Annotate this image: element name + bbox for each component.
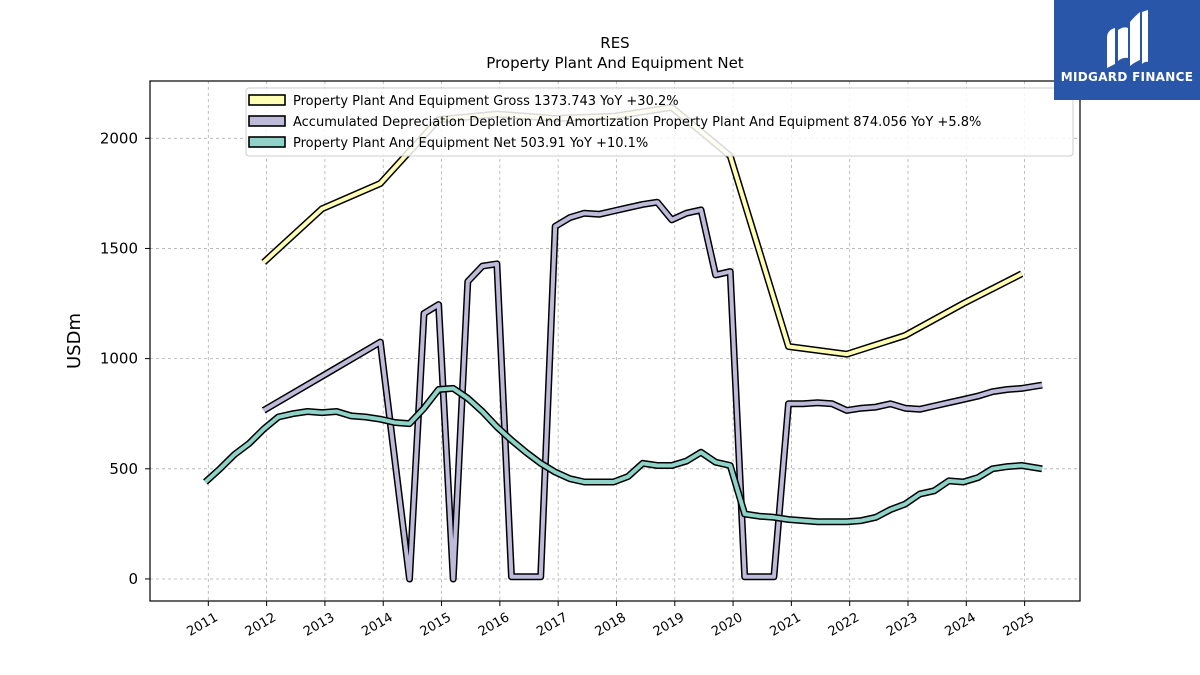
series-lines	[203, 103, 1043, 583]
x-tick-label: 2019	[651, 610, 687, 640]
x-tick-label: 2024	[942, 610, 978, 640]
legend-label-1: Accumulated Depreciation Depletion And A…	[293, 115, 981, 130]
x-tick-label: 2020	[709, 610, 745, 640]
legend-swatch-2	[248, 136, 286, 148]
x-tick-label: 2016	[476, 610, 512, 640]
grid	[150, 81, 1080, 601]
x-tick-label: 2014	[359, 610, 395, 640]
midgard-finance-logo: MIDGARD FINANCE	[1054, 0, 1200, 100]
legend-swatch-1	[248, 115, 286, 127]
y-axis-label: USDm	[64, 313, 85, 369]
legend-label-0: Property Plant And Equipment Gross 1373.…	[293, 94, 679, 109]
series-line-outline-1	[261, 198, 1043, 583]
chart-subtitle: Property Plant And Equipment Net	[486, 54, 743, 72]
chart-title: RES	[600, 34, 629, 52]
legend-label-2: Property Plant And Equipment Net 503.91 …	[293, 136, 648, 151]
x-tick-label: 2017	[534, 610, 570, 640]
x-tick-label: 2013	[301, 610, 337, 640]
x-tick-label: 2011	[184, 610, 220, 640]
y-tick-label: 0	[128, 570, 138, 588]
series-line-1	[262, 200, 1043, 581]
x-tick-label: 2018	[593, 610, 629, 640]
logo-text: MIDGARD FINANCE	[1061, 70, 1193, 84]
x-tick-label: 2023	[884, 610, 920, 640]
y-tick-label: 1000	[100, 350, 138, 368]
plot-frame	[149, 80, 1081, 602]
x-tick-label: 2022	[826, 610, 862, 640]
x-tick-label: 2025	[1001, 610, 1037, 640]
x-tick-label: 2015	[418, 610, 454, 640]
x-tick-label: 2012	[243, 610, 279, 640]
legend: Property Plant And Equipment Gross 1373.…	[245, 87, 1074, 157]
x-tick-label: 2021	[768, 610, 804, 640]
y-tick-label: 500	[109, 460, 138, 478]
series-line-2	[204, 386, 1043, 524]
logo-mark-icon	[1107, 10, 1148, 68]
axis-ticks: 0 500 1000 1500 2000 2011 2012 2013 2014 2015 2016…	[100, 129, 1037, 639]
legend-swatch-0	[248, 94, 286, 106]
y-tick-label: 2000	[100, 129, 138, 147]
legend-box	[245, 87, 1074, 157]
y-tick-label: 1500	[100, 239, 138, 257]
